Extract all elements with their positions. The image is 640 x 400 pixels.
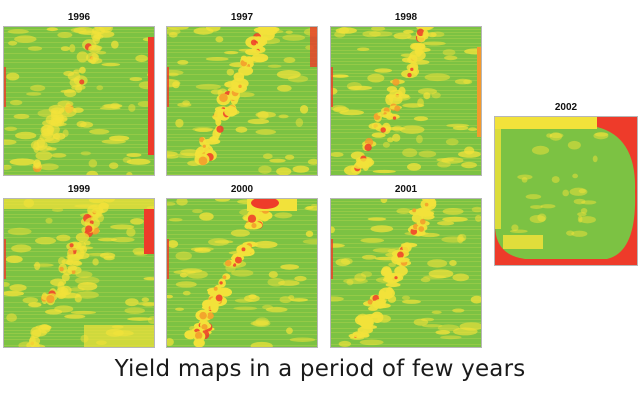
yield-map-panel-2001: 2001: [330, 184, 482, 348]
yield-map-panel-1996: 1996: [3, 12, 155, 176]
yield-map-panel-1998: 1998: [330, 12, 482, 176]
yield-map-2000: [166, 198, 318, 348]
year-label: 2000: [230, 184, 254, 195]
figure-caption: Yield maps in a period of few years: [114, 356, 526, 382]
yield-map-1997: [166, 26, 318, 176]
yield-map-panel-1997: 1997: [166, 12, 318, 176]
year-label: 1996: [67, 12, 91, 23]
year-label: 2002: [554, 102, 578, 113]
yield-map-panel-2000: 2000: [166, 184, 318, 348]
year-label: 1999: [67, 184, 91, 195]
yield-map-1998: [330, 26, 482, 176]
yield-map-panel-1999: 1999: [3, 184, 155, 348]
yield-map-2001: [330, 198, 482, 348]
yield-map-panel-2002: 2002: [494, 102, 638, 268]
yield-map-1996: [3, 26, 155, 176]
year-label: 1998: [394, 12, 418, 23]
yield-map-1999: [3, 198, 155, 348]
yield-map-2002: [494, 116, 638, 266]
year-label: 2001: [394, 184, 418, 195]
year-label: 1997: [230, 12, 254, 23]
